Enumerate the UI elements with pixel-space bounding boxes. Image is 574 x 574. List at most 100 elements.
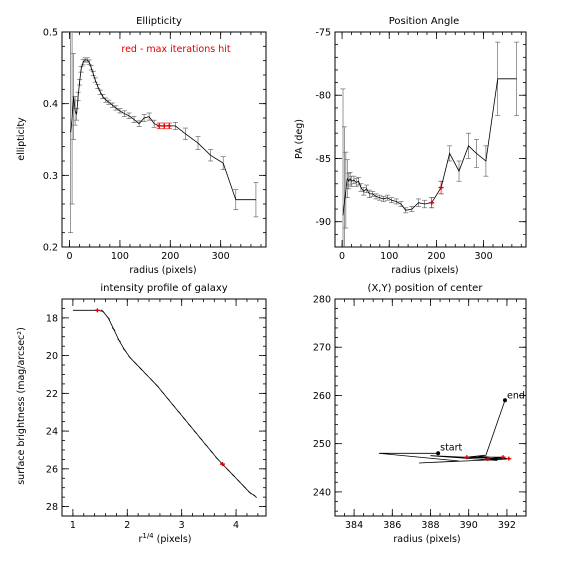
ellipticity-series-line	[70, 59, 256, 201]
ellipticity-title: Ellipticity	[136, 16, 182, 27]
start-point	[436, 451, 441, 456]
position-angle-x-tick-label: 100	[380, 251, 398, 262]
intensity-profile-data-tick	[237, 479, 241, 483]
intensity-profile-data	[72, 308, 257, 498]
position-angle-y-tick-label: -90	[315, 217, 331, 228]
center-position-x-tick-label: 384	[345, 520, 363, 531]
position-angle-y-tick-label: -75	[315, 28, 331, 39]
intensity-profile-data-tick	[231, 473, 236, 478]
intensity-profile-data-tick	[128, 355, 132, 360]
intensity-profile-y-tick-label: 28	[46, 502, 58, 513]
ellipticity-xlabel: radius (pixels)	[129, 265, 196, 276]
intensity-profile-x-tick-label: 4	[233, 520, 239, 531]
position-angle-y-tick-label: -80	[315, 91, 331, 102]
intensity-profile-data-tick	[198, 436, 203, 441]
intensity-profile-data-tick	[133, 361, 138, 365]
pixels-label: (pixels)	[154, 534, 192, 545]
intensity-profile-data-tick	[247, 490, 252, 495]
ellipticity-y-tick-label: 0.3	[43, 171, 58, 182]
intensity-profile-data-tick	[193, 430, 198, 434]
intensity-profile-data-tick	[111, 327, 116, 331]
center-position-x-tick-label: 388	[421, 520, 439, 531]
intensity-profile-y-tick-label: 18	[46, 313, 58, 324]
intensity-profile-data-tick	[101, 309, 105, 314]
center-position-series-line	[378, 400, 509, 464]
center-position-y-tick-label: 250	[313, 439, 331, 450]
intensity-profile-panel: intensity profile of galaxy r1/4 (pixels…	[16, 283, 267, 545]
intensity-profile-frame	[61, 298, 267, 517]
intensity-profile-title: intensity profile of galaxy	[100, 283, 227, 294]
position-angle-x-tick-label: 200	[427, 251, 445, 262]
intensity-profile-data-tick	[215, 456, 219, 461]
intensity-profile-data-tick	[226, 467, 230, 472]
position-angle-series-line	[342, 78, 517, 216]
intensity-profile-ylabel: surface brightness (mag/arcsec²)	[16, 327, 27, 485]
intensity-profile-data-tick	[117, 338, 121, 343]
intensity-profile-series-line	[72, 309, 256, 497]
ellipticity-y-tick-label: 0.2	[43, 243, 58, 254]
intensity-profile-data-tick	[160, 390, 165, 395]
ellipticity-x-tick-label: 200	[161, 251, 179, 262]
ellipticity-data	[68, 32, 259, 233]
max-iterations-note: red - max iterations hit	[121, 44, 231, 55]
center-position-y-tick-label: 240	[313, 487, 331, 498]
intensity-profile-y-tick-label: 24	[46, 427, 58, 438]
intensity-profile-xlabel: r1/4 (pixels)	[138, 532, 191, 545]
ellipticity-x-tick-label: 0	[67, 251, 73, 262]
center-position-x-tick-label: 386	[383, 520, 401, 531]
intensity-profile-data-tick	[144, 372, 149, 377]
center-position-y-tick-label: 260	[313, 391, 331, 402]
center-position-x-tick-label: 390	[460, 520, 478, 531]
ellipticity-ylabel: ellipticity	[16, 117, 27, 161]
intensity-profile-data-tick	[204, 443, 208, 448]
end-point	[502, 398, 507, 403]
intensity-profile-data-tick	[177, 410, 181, 415]
ellipticity-y-tick-label: 0.5	[43, 28, 58, 39]
intensity-profile-data-tick	[155, 384, 159, 388]
intensity-profile-x-tick-label: 1	[70, 520, 76, 531]
center-position-data	[378, 400, 512, 464]
intensity-profile-data-tick	[149, 378, 154, 382]
center-position-x-tick-label: 392	[498, 520, 516, 531]
intensity-profile-data-tick	[166, 397, 170, 401]
ellipticity-frame	[61, 31, 267, 248]
center-position-y-tick-label: 280	[313, 295, 331, 306]
intensity-profile-data-tick	[188, 423, 192, 428]
ellipticity-y-tick-label: 0.4	[43, 99, 58, 110]
center-position-y-tick-label: 270	[313, 343, 331, 354]
position-angle-x-tick-label: 0	[339, 251, 345, 262]
intensity-profile-data-tick	[139, 367, 143, 371]
position-angle-x-tick-label: 300	[474, 251, 492, 262]
intensity-profile-y-tick-label: 26	[46, 464, 58, 475]
intensity-profile-data-tick	[182, 417, 187, 421]
end-label: end	[507, 390, 525, 401]
position-angle-data	[340, 41, 520, 247]
intensity-profile-x-tick-label: 3	[179, 520, 185, 531]
intensity-profile-data-tick	[171, 403, 176, 408]
position-angle-ylabel: PA (deg)	[294, 119, 305, 159]
ellipticity-x-tick-label: 100	[111, 251, 129, 262]
ellipticity-x-tick-label: 300	[212, 251, 230, 262]
position-angle-panel: Position Angle radius (pixels) PA (deg) …	[294, 16, 527, 276]
position-angle-title: Position Angle	[389, 16, 460, 27]
center-position-frame	[334, 298, 527, 517]
position-angle-frame	[334, 31, 527, 248]
position-angle-xlabel: radius (pixels)	[391, 265, 458, 276]
intensity-profile-data-tick	[106, 316, 111, 320]
start-label: start	[440, 442, 462, 453]
intensity-profile-y-tick-label: 22	[46, 389, 58, 400]
position-angle-y-tick-label: -85	[315, 154, 331, 165]
center-position-xlabel: radius (pixels)	[393, 534, 460, 545]
center-position-title: (X,Y) position of center	[368, 283, 484, 294]
intensity-profile-x-tick-label: 2	[124, 520, 130, 531]
center-position-panel: (X,Y) position of center radius (pixels)…	[313, 283, 527, 545]
intensity-profile-data-tick	[253, 494, 257, 498]
intensity-profile-y-tick-label: 20	[46, 351, 58, 362]
r-label: r	[138, 534, 142, 545]
intensity-profile-data-tick	[122, 348, 127, 352]
quarter-power-label: 1/4	[142, 532, 154, 540]
intensity-profile-data-tick	[209, 450, 214, 454]
ellipticity-panel: Ellipticity red - max iterations hit rad…	[16, 16, 267, 276]
intensity-profile-data-tick	[242, 484, 247, 489]
